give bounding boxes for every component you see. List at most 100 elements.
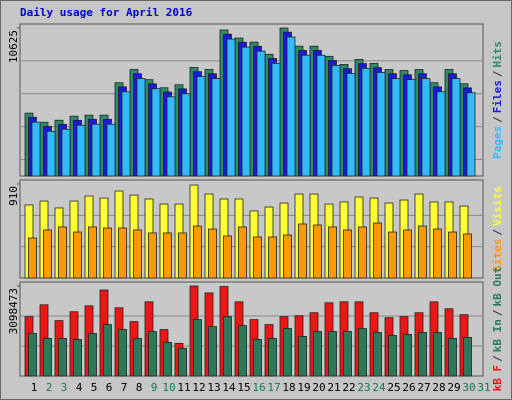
legend-separator: / [491,70,504,77]
x-tick-label: 14 [222,381,236,394]
bar [58,338,67,377]
bar [466,92,476,177]
bar [163,341,172,377]
bar [271,62,281,177]
legend-entry: Pages [491,126,504,159]
bar [178,347,187,377]
x-tick-label: 3 [61,381,68,394]
bar [346,73,356,177]
bar [298,336,307,377]
x-tick-label: 30 [462,381,475,394]
x-tick-label: 12 [192,381,205,394]
legend-entry: Visits [491,186,504,226]
bar [31,121,41,177]
bar [73,339,82,377]
y-tick-label: 10625 [7,30,20,63]
bar [388,335,397,377]
legend-entry: Files [491,80,504,113]
bar [238,325,247,377]
x-tick-label: 8 [136,381,143,394]
bar [463,233,472,279]
bar [133,229,142,279]
legend-entry: kB F [491,365,504,392]
x-tick-label: 11 [177,381,190,394]
bar [406,79,416,177]
bar [418,225,427,279]
x-tick-label: 21 [327,381,340,394]
bar [193,225,202,279]
x-tick-label: 9 [151,381,158,394]
x-tick-label: 2 [46,381,53,394]
bar [28,237,37,279]
bar [88,226,97,279]
bar [283,328,292,377]
legend-entry: kB Out [491,267,504,307]
bar [451,78,461,177]
bar [193,319,202,377]
bar [208,228,217,279]
bar [448,231,457,279]
bar [148,232,157,279]
bar [241,46,251,177]
legend-entry: Sites [491,239,504,272]
bar [106,123,116,177]
bar [298,223,307,279]
bar [76,124,86,177]
y-tick-label: 910 [7,186,20,206]
bar [118,227,127,279]
x-tick-label: 17 [267,381,280,394]
x-tick-label: 13 [207,381,220,394]
bar [358,226,367,279]
x-tick-label: 7 [121,381,128,394]
x-tick-label: 22 [342,381,355,394]
bar [256,50,266,177]
x-tick-label: 5 [91,381,98,394]
bar [166,96,176,177]
legend-separator: / [491,116,504,123]
x-tick-label: 26 [402,381,415,394]
bar [43,338,52,377]
bar [148,331,157,377]
x-tick-label: 1 [31,381,38,394]
bar [88,333,97,377]
bar [286,36,296,177]
x-tick-label: 29 [447,381,460,394]
x-tick-label: 20 [312,381,325,394]
x-tick-label: 18 [282,381,295,394]
x-tick-label: 16 [252,381,265,394]
bar [181,93,191,177]
bar [388,231,397,279]
bar [196,76,206,177]
bar [463,337,472,377]
bar [103,227,112,279]
legend-separator: / [491,355,504,362]
x-tick-label: 19 [297,381,310,394]
bar [46,130,56,177]
x-tick-label: 15 [237,381,250,394]
bar [223,235,232,279]
bar [223,316,232,377]
bar [448,338,457,377]
bar [178,232,187,279]
legend: Pages / Files / Hits [491,41,504,159]
bar [376,72,386,177]
bar [328,226,337,279]
bar [58,226,67,279]
bar [253,236,262,279]
x-tick-label: 24 [372,381,386,394]
bar [151,88,161,177]
bar [268,236,277,279]
bar [343,229,352,279]
x-tick-label: 10 [162,381,175,394]
bar [226,38,236,177]
bar [301,54,311,177]
bar [211,78,221,177]
bar [421,78,431,177]
legend: Sites / Visits [491,186,504,272]
x-tick-label: 23 [357,381,370,394]
legend: kB F / kB In / kB Out [491,267,504,392]
x-tick-label: 4 [76,381,83,394]
bar [121,91,131,177]
bar [418,332,427,377]
